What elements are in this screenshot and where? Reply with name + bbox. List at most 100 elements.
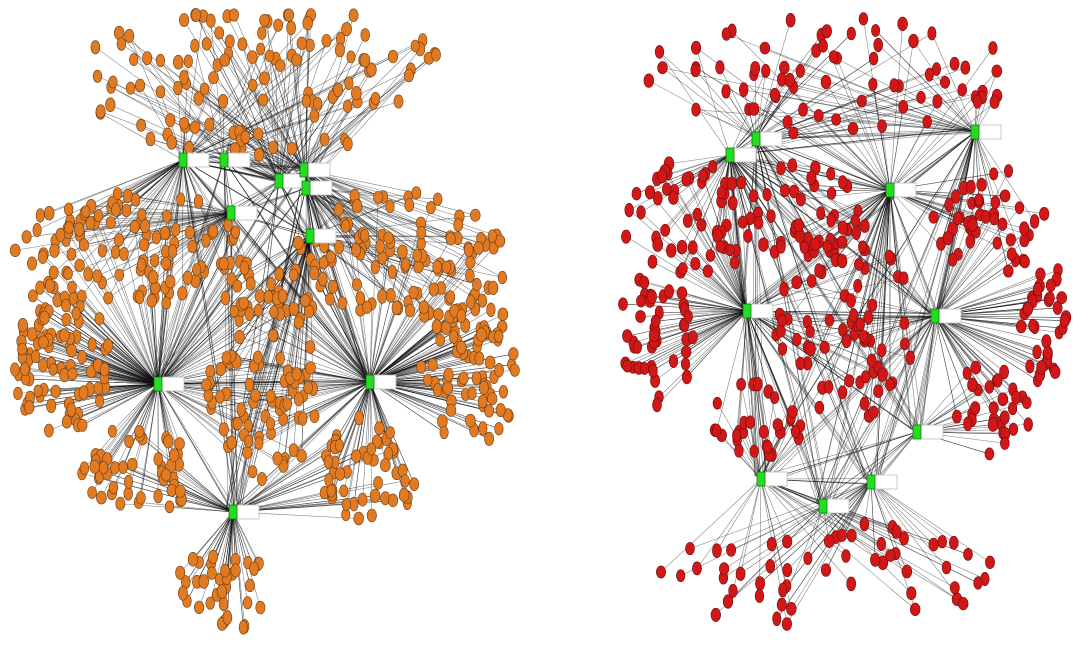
leaf-node (221, 351, 232, 364)
leaf-node (984, 447, 995, 461)
leaf-node (466, 294, 476, 309)
leaf-node (220, 563, 230, 578)
leaf-node (776, 240, 786, 254)
leaf-node (897, 16, 908, 31)
edge (934, 315, 973, 414)
leaf-node (92, 69, 103, 83)
hub-node (305, 228, 337, 244)
edge (107, 345, 159, 385)
leaf-node (860, 370, 871, 384)
leaf-node (1022, 396, 1032, 409)
hub-marker (301, 180, 311, 196)
leaf-node (905, 350, 916, 366)
edge (740, 182, 748, 312)
edge (139, 297, 159, 385)
edge (814, 185, 891, 191)
leaf-node (135, 491, 146, 505)
edge (223, 48, 261, 161)
edge (182, 159, 247, 264)
edge (934, 315, 1056, 373)
edge (685, 310, 748, 365)
leaf-node (166, 135, 177, 150)
leaf-node (155, 85, 166, 99)
leaf-node (841, 549, 851, 563)
leaf-node (845, 293, 856, 308)
leaf-node (130, 192, 141, 207)
hub-node (365, 374, 397, 390)
leaf-node (134, 425, 145, 438)
leaf-node (366, 442, 377, 456)
edge (783, 288, 936, 317)
edge (746, 310, 824, 507)
edge (793, 86, 976, 133)
leaf-node (652, 237, 664, 252)
edge (798, 189, 891, 226)
leaf-node (326, 484, 337, 498)
edge (689, 481, 872, 549)
edge (653, 310, 748, 336)
edge (159, 180, 280, 386)
leaf-node (351, 278, 362, 292)
edge (278, 235, 311, 275)
leaf-node (44, 423, 54, 438)
edge (157, 275, 250, 385)
leaf-node (836, 528, 847, 542)
leaf-node (325, 250, 336, 264)
leaf-node (309, 109, 320, 123)
network-left (9, 8, 520, 635)
edge (729, 154, 858, 212)
leaf-node (360, 228, 370, 243)
edge (833, 56, 976, 133)
edge (755, 138, 844, 228)
edge (625, 236, 748, 312)
leaf-node (851, 225, 862, 241)
edge (78, 383, 159, 415)
edge (719, 67, 757, 140)
leaf-node (256, 472, 267, 486)
edge (239, 336, 371, 383)
leaf-node (473, 241, 484, 255)
leaf-node (509, 363, 520, 377)
edge (929, 74, 976, 133)
leaf-node (636, 205, 646, 220)
leaf-node (37, 250, 48, 264)
edge (14, 369, 159, 385)
leaf-node (416, 360, 427, 374)
leaf-node (793, 218, 804, 233)
leaf-node (410, 39, 420, 53)
leaf-node (999, 436, 1010, 450)
leaf-node (441, 260, 452, 274)
leaf-node (245, 276, 256, 291)
leaf-node (299, 294, 311, 308)
leaf-node (173, 80, 183, 96)
edge (153, 159, 225, 382)
edge (123, 159, 184, 255)
leaf-node (334, 42, 345, 58)
leaf-node (710, 607, 721, 622)
leaf-node (248, 78, 258, 92)
leaf-node (147, 270, 159, 285)
edge (756, 431, 918, 478)
leaf-node (301, 94, 311, 109)
leaf-node (691, 102, 701, 117)
edge (182, 511, 234, 594)
hub-marker (970, 124, 980, 140)
leaf-node (863, 310, 874, 325)
leaf-node (891, 524, 902, 539)
hub-label-box (826, 498, 850, 514)
leaf-node (497, 307, 509, 321)
leaf-node (431, 319, 442, 334)
edge (55, 240, 159, 385)
edge (934, 315, 1042, 368)
leaf-node (681, 172, 691, 187)
edge (686, 310, 748, 378)
edge (721, 435, 762, 480)
leaf-node (472, 278, 482, 292)
leaf-node (373, 191, 384, 204)
leaf-node (782, 115, 793, 129)
leaf-node (837, 253, 848, 269)
leaf-node (383, 231, 394, 245)
leaf-node (735, 566, 746, 581)
edge (298, 322, 371, 383)
hub-label-box (236, 504, 260, 520)
